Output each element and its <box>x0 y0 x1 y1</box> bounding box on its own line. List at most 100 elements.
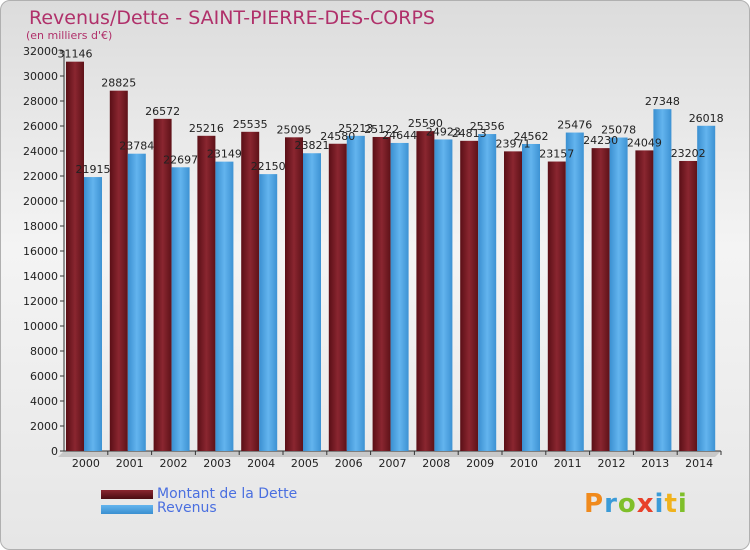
y-tick-label: 24000 <box>23 145 58 158</box>
x-tick-label: 2003 <box>203 457 231 470</box>
data-label-revenus: 25213 <box>338 122 373 135</box>
bar-dette <box>504 151 522 452</box>
bar-dette <box>109 90 128 451</box>
bar-dette <box>679 160 698 451</box>
data-label-revenus: 24644 <box>382 129 417 142</box>
bar-dette <box>153 118 172 451</box>
data-label-revenus: 26018 <box>689 112 724 125</box>
data-label-dette: 26572 <box>145 105 180 118</box>
y-tick-label: 20000 <box>23 195 58 208</box>
bar-dette <box>416 131 435 451</box>
bar-dette <box>547 161 566 451</box>
x-tick-label: 2002 <box>160 457 188 470</box>
data-label-dette: 23202 <box>671 147 706 160</box>
data-label-dette: 25095 <box>277 123 312 136</box>
y-tick-label: 4000 <box>30 395 58 408</box>
y-tick-label: 18000 <box>23 220 58 233</box>
data-label-dette: 24813 <box>452 127 487 140</box>
y-tick-label: 26000 <box>23 120 58 133</box>
x-tick-label: 2005 <box>291 457 319 470</box>
bar-revenus <box>522 143 540 451</box>
data-label-revenus: 23784 <box>119 140 154 153</box>
bar-dette <box>460 140 479 451</box>
y-tick-label: 2000 <box>30 420 58 433</box>
data-label-revenus: 23821 <box>295 139 330 152</box>
data-label-revenus: 25476 <box>557 119 592 132</box>
legend-swatch-revenus <box>101 505 153 514</box>
data-label-revenus: 24923 <box>426 125 461 138</box>
y-tick-label: 8000 <box>30 345 58 358</box>
x-tick-label: 2000 <box>72 457 100 470</box>
bar-revenus <box>697 125 716 452</box>
legend-label-dette: Montant de la Dette <box>157 486 298 502</box>
y-tick-label: 16000 <box>23 245 58 258</box>
y-tick-label: 32000 <box>23 45 58 58</box>
legend-label-revenus: Revenus <box>157 500 217 516</box>
data-label-revenus: 21915 <box>76 163 111 176</box>
chart-floor <box>58 451 721 457</box>
data-label-revenus: 25078 <box>601 124 636 137</box>
data-label-dette: 24230 <box>583 134 618 147</box>
data-label-dette: 25535 <box>233 118 268 131</box>
data-label-dette: 23157 <box>539 148 574 161</box>
data-label-revenus: 23149 <box>207 148 242 161</box>
y-tick-label: 0 <box>51 445 58 458</box>
data-label-dette: 25122 <box>364 123 399 136</box>
bar-revenus <box>303 153 321 452</box>
data-label-revenus: 22150 <box>251 160 286 173</box>
bar-revenus <box>609 137 628 451</box>
y-tick-label: 28000 <box>23 95 58 108</box>
bar-dette <box>591 148 610 451</box>
bar-revenus <box>390 142 409 451</box>
y-tick-label: 30000 <box>23 70 58 83</box>
x-tick-label: 2007 <box>379 457 407 470</box>
x-tick-label: 2014 <box>685 457 713 470</box>
data-label-dette: 24049 <box>627 136 662 149</box>
bar-revenus <box>171 167 190 451</box>
bar-dette <box>241 131 260 451</box>
y-tick-label: 22000 <box>23 170 58 183</box>
bar-revenus <box>653 109 672 452</box>
x-tick-label: 2011 <box>554 457 582 470</box>
data-label-revenus: 24562 <box>514 130 549 143</box>
data-label-revenus: 25356 <box>470 120 505 133</box>
x-tick-label: 2012 <box>598 457 626 470</box>
data-label-dette: 23971 <box>496 137 531 150</box>
x-tick-label: 2004 <box>247 457 275 470</box>
bar-dette <box>66 61 84 452</box>
bar-revenus <box>127 153 146 451</box>
x-tick-label: 2009 <box>466 457 494 470</box>
x-tick-label: 2013 <box>641 457 669 470</box>
bar-revenus <box>434 139 453 451</box>
data-label-dette: 31146 <box>58 48 93 61</box>
chart-subtitle: (en milliers d'€) <box>26 29 113 42</box>
data-label-dette: 25216 <box>189 122 224 135</box>
legend-swatch-dette <box>101 490 153 499</box>
bar-revenus <box>565 132 584 452</box>
y-tick-label: 14000 <box>23 270 58 283</box>
x-tick-label: 2006 <box>335 457 363 470</box>
bar-revenus <box>215 161 234 451</box>
bar-dette <box>372 136 391 451</box>
bar-dette <box>197 135 216 452</box>
bar-dette <box>328 143 347 451</box>
data-label-revenus: 22697 <box>163 153 198 166</box>
x-tick-label: 2008 <box>422 457 450 470</box>
bar-revenus <box>259 174 278 451</box>
y-tick-label: 12000 <box>23 295 58 308</box>
bar-revenus <box>478 134 497 452</box>
y-tick-label: 10000 <box>23 320 58 333</box>
bar-dette <box>285 137 303 451</box>
bar-revenus <box>346 135 365 451</box>
x-tick-label: 2001 <box>116 457 144 470</box>
bar-revenus <box>84 177 102 451</box>
data-label-dette: 24580 <box>320 130 355 143</box>
data-label-dette: 28825 <box>101 77 136 90</box>
bar-dette <box>635 150 654 451</box>
data-label-dette: 25590 <box>408 117 443 130</box>
chart-title: Revenus/Dette - SAINT-PIERRE-DES-CORPS <box>29 7 435 29</box>
data-label-revenus: 27348 <box>645 95 680 108</box>
proxiti-logo: Proxiti <box>584 489 688 519</box>
